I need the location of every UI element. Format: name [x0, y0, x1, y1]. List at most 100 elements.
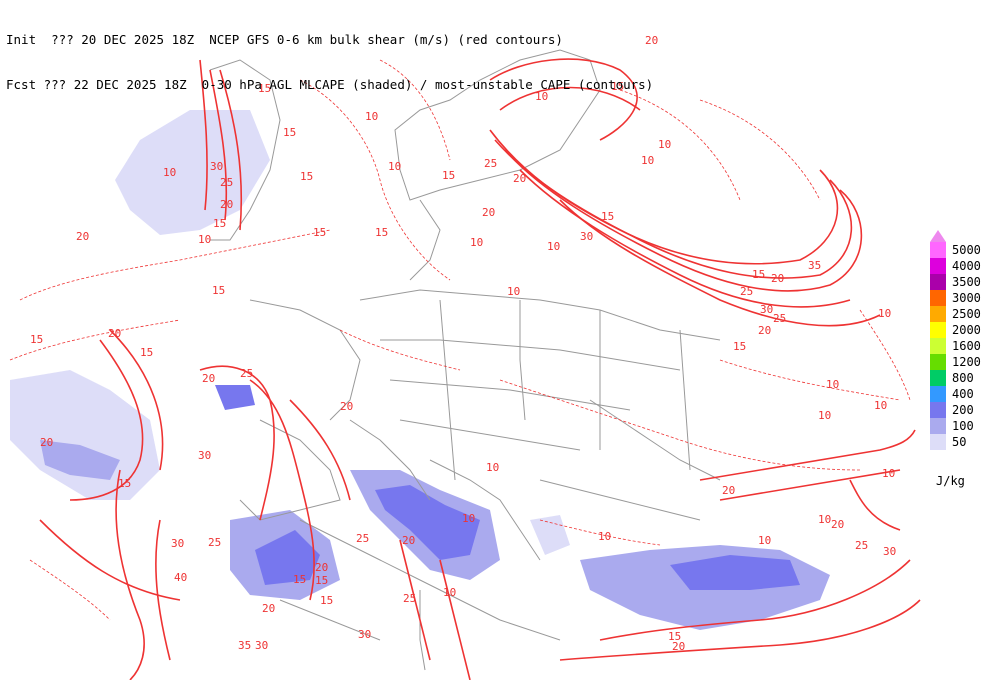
- legend-swatch: [930, 386, 946, 402]
- contour-label: 35: [808, 259, 821, 272]
- legend-label: 200: [952, 403, 974, 417]
- legend-label: 1200: [952, 355, 981, 369]
- country-borders: [209, 49, 721, 671]
- contour-label: 15: [315, 574, 328, 587]
- legend-swatch: [930, 290, 946, 306]
- cape-area-aegean: [530, 515, 570, 555]
- contour-label: 20: [315, 561, 328, 574]
- contour-label: 10: [535, 90, 548, 103]
- cape-area-east-med-core: [670, 555, 800, 590]
- contour-label: 20: [482, 206, 495, 219]
- contour-label: 30: [760, 303, 773, 316]
- legend-swatch: [930, 258, 946, 274]
- legend-swatch: [930, 370, 946, 386]
- contour-label: 20: [108, 327, 121, 340]
- contour-label: 10: [198, 233, 211, 246]
- contour-label: 20: [722, 484, 735, 497]
- contour-label: 20: [220, 198, 233, 211]
- legend-label: 3000: [952, 291, 981, 305]
- legend-swatch: [930, 338, 946, 354]
- legend-swatch: [930, 434, 946, 450]
- legend-label: 3500: [952, 275, 981, 289]
- contour-label: 10: [641, 154, 654, 167]
- cape-area-adriatic-core: [375, 485, 480, 560]
- contour-label: 10: [507, 285, 520, 298]
- contour-label: 25: [208, 536, 221, 549]
- legend-label: 400: [952, 387, 974, 401]
- header-init-line: Init ??? 20 DEC 2025 18Z NCEP GFS 0-6 km…: [6, 32, 563, 47]
- legend-label: 2500: [952, 307, 981, 321]
- contour-label: 25: [220, 176, 233, 189]
- contour-labels: 15 15 30 25 20 15 10 20 10 10 10 15 15 1…: [30, 34, 896, 653]
- legend-row: 50: [930, 434, 1000, 450]
- contour-label: 20: [76, 230, 89, 243]
- contour-label: 40: [174, 571, 187, 584]
- contour-label: 20: [40, 436, 53, 449]
- contour-label: 10: [365, 110, 378, 123]
- contour-label: 20: [771, 272, 784, 285]
- contour-label: 25: [740, 285, 753, 298]
- contour-label: 10: [443, 586, 456, 599]
- legend-swatch: [930, 242, 946, 258]
- contour-label: 20: [202, 372, 215, 385]
- contour-label: 10: [818, 409, 831, 422]
- cape-area-ligurian: [215, 385, 255, 410]
- contour-label: 20: [831, 518, 844, 531]
- contour-label: 20: [262, 602, 275, 615]
- contour-label: 10: [598, 530, 611, 543]
- legend-row: 1600: [930, 338, 1000, 354]
- legend-row: 100: [930, 418, 1000, 434]
- shear-contours: [39, 58, 921, 680]
- cape-area-iberia-core: [255, 530, 320, 585]
- contour-label: 25: [356, 532, 369, 545]
- legend-row: 2500: [930, 306, 1000, 322]
- contour-label: 30: [210, 160, 223, 173]
- contour-label: 10: [658, 138, 671, 151]
- legend-swatch: [930, 274, 946, 290]
- cape-area-biscay: [10, 370, 160, 500]
- contour-label: 15: [30, 333, 43, 346]
- legend-row: 3000: [930, 290, 1000, 306]
- contour-label: 30: [358, 628, 371, 641]
- contour-label: 20: [758, 324, 771, 337]
- dashed-contours: [9, 59, 911, 621]
- legend-row: 1200: [930, 354, 1000, 370]
- contour-label: 20: [340, 400, 353, 413]
- legend-top-arrow: [930, 230, 946, 242]
- contour-label: 25: [240, 367, 253, 380]
- contour-label: 15: [293, 573, 306, 586]
- contour-label: 25: [403, 592, 416, 605]
- contour-label: 10: [826, 378, 839, 391]
- legend-units: J/kg: [936, 474, 965, 488]
- legend-swatch: [930, 322, 946, 338]
- contour-label: 15: [313, 226, 326, 239]
- contour-label: 20: [402, 534, 415, 547]
- legend-swatch: [930, 402, 946, 418]
- legend-label: 100: [952, 419, 974, 433]
- legend-row: 2000: [930, 322, 1000, 338]
- contour-label: 10: [388, 160, 401, 173]
- contour-label: 25: [773, 312, 786, 325]
- contour-label: 30: [883, 545, 896, 558]
- contour-label: 15: [611, 80, 624, 93]
- contour-label: 15: [212, 284, 225, 297]
- contour-label: 15: [140, 346, 153, 359]
- contour-label: 25: [855, 539, 868, 552]
- map-header: Init ??? 20 DEC 2025 18Z NCEP GFS 0-6 km…: [6, 2, 653, 107]
- legend-row: 3500: [930, 274, 1000, 290]
- legend-row: 5000: [930, 242, 1000, 258]
- header-forecast-line: Fcst ??? 22 DEC 2025 18Z 0-30 hPa AGL ML…: [6, 77, 654, 92]
- contour-label: 15: [733, 340, 746, 353]
- legend-swatch: [930, 306, 946, 322]
- contour-label: 30: [580, 230, 593, 243]
- legend-row: 400: [930, 386, 1000, 402]
- contour-label: 10: [470, 236, 483, 249]
- legend-row: 4000: [930, 258, 1000, 274]
- legend-swatch: [930, 354, 946, 370]
- contour-label: 10: [818, 513, 831, 526]
- contour-label: 30: [171, 537, 184, 550]
- contour-label: 25: [484, 157, 497, 170]
- contour-label: 30: [198, 449, 211, 462]
- legend-swatch: [930, 418, 946, 434]
